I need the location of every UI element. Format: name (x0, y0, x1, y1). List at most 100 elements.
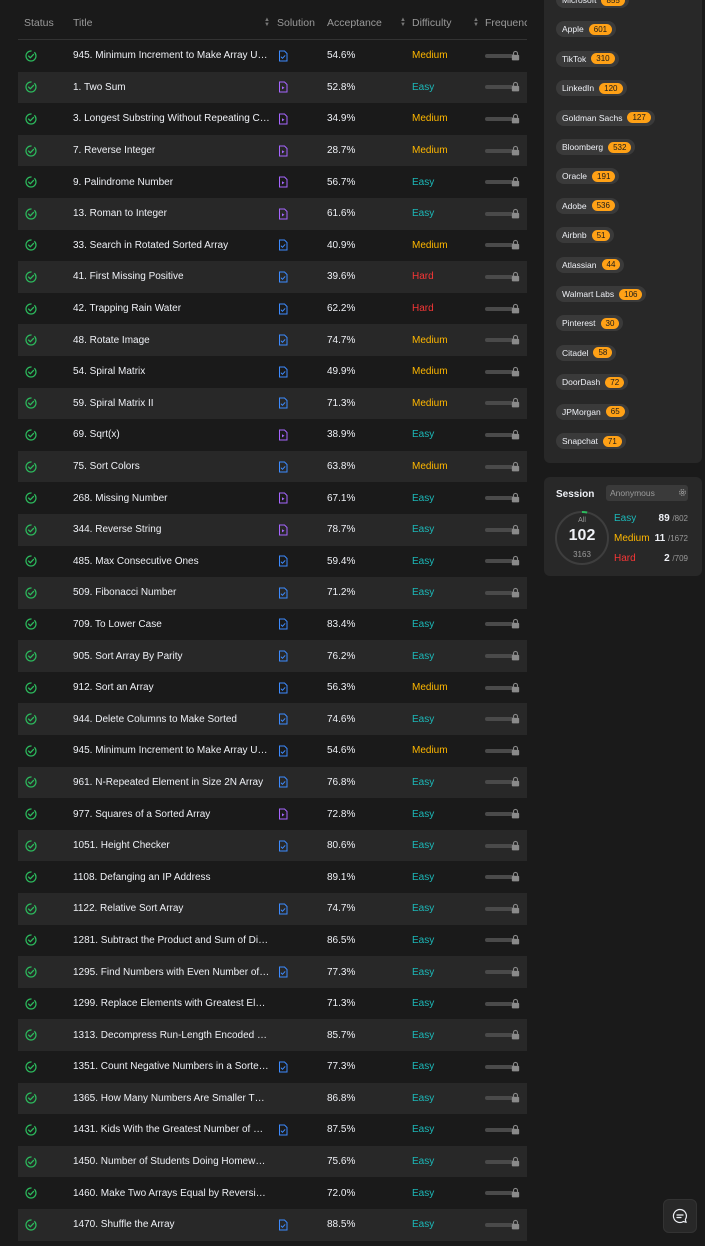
table-row[interactable]: 1313. Decompress Run-Length Encoded List… (18, 1019, 527, 1051)
table-row[interactable]: 1295. Find Numbers with Even Number of D… (18, 956, 527, 988)
problem-title-link[interactable]: 42. Trapping Rain Water (73, 303, 182, 315)
solution-doc-icon[interactable] (277, 618, 289, 630)
table-row[interactable]: 1470. Shuffle the Array 88.5% Easy (18, 1208, 527, 1241)
solution-doc-icon[interactable] (277, 1219, 289, 1231)
company-tag[interactable]: Adobe 536 (556, 197, 619, 214)
table-row[interactable]: 1281. Subtract the Product and Sum of Di… (18, 925, 527, 957)
problem-title-link[interactable]: 54. Spiral Matrix (73, 366, 146, 378)
company-tag[interactable]: Oracle 191 (556, 168, 620, 185)
problem-title-link[interactable]: 1295. Find Numbers with Even Number of D… (73, 966, 276, 978)
solution-video-icon[interactable] (277, 429, 289, 441)
problem-title-link[interactable]: 344. Reverse String (73, 524, 162, 536)
solution-doc-icon[interactable] (277, 461, 289, 473)
solution-doc-icon[interactable] (277, 650, 289, 662)
sort-icon[interactable]: ▲ ▼ (400, 16, 406, 28)
problem-title-link[interactable]: 1122. Relative Sort Array (73, 903, 184, 915)
company-tag[interactable]: DoorDash 72 (556, 374, 629, 391)
company-tag[interactable]: Bloomberg 532 (556, 139, 636, 155)
problem-title-link[interactable]: 1351. Count Negative Numbers in a Sorted… (73, 1061, 276, 1073)
table-row[interactable]: 944. Delete Columns to Make Sorted 74.6% E… (18, 703, 527, 736)
solution-doc-icon[interactable] (277, 50, 289, 62)
problem-title-link[interactable]: 59. Spiral Matrix II (73, 397, 154, 409)
session-select[interactable]: Anonymous (606, 485, 688, 501)
company-tag[interactable]: TikTok 310 (556, 50, 619, 67)
problem-title-link[interactable]: 977. Squares of a Sorted Array (73, 808, 211, 820)
problem-title-link[interactable]: 7. Reverse Integer (73, 145, 156, 157)
table-row[interactable]: 42. Trapping Rain Water 62.2% Hard (18, 293, 527, 325)
solution-doc-icon[interactable] (277, 1061, 289, 1073)
table-row[interactable]: 1. Two Sum 52.8% Easy (18, 71, 527, 104)
problem-title-link[interactable]: 1431. Kids With the Greatest Number of C… (73, 1124, 276, 1136)
problem-title-link[interactable]: 1365. How Many Numbers Are Smaller Than … (73, 1092, 276, 1104)
solution-doc-icon[interactable] (277, 966, 289, 978)
solution-doc-icon[interactable] (277, 303, 289, 315)
company-tag[interactable]: Citadel 58 (556, 344, 617, 361)
problem-title-link[interactable]: 1460. Make Two Arrays Equal by Reversing… (73, 1187, 276, 1199)
problem-title-link[interactable]: 75. Sort Colors (73, 461, 140, 473)
table-row[interactable]: 1108. Defanging an IP Address 89.1% Easy (18, 861, 527, 893)
sort-icon[interactable]: ▲ ▼ (473, 16, 479, 28)
problem-title-link[interactable]: 944. Delete Columns to Make Sorted (73, 713, 237, 725)
table-row[interactable]: 961. N-Repeated Element in Size 2N Array… (18, 766, 527, 799)
solution-video-icon[interactable] (277, 145, 289, 157)
company-tag[interactable]: Atlassian 44 (556, 256, 625, 273)
company-tag[interactable]: JPMorgan 65 (556, 403, 629, 420)
company-tag[interactable]: Pinterest 30 (556, 315, 624, 332)
problem-title-link[interactable]: 1. Two Sum (73, 81, 126, 93)
problem-title-link[interactable]: 1299. Replace Elements with Greatest Ele… (73, 998, 276, 1010)
company-tag[interactable]: LinkedIn 120 (556, 80, 627, 97)
solution-doc-icon[interactable] (277, 840, 289, 852)
solution-doc-icon[interactable] (277, 713, 289, 725)
company-tag[interactable]: Snapchat 71 (556, 433, 626, 449)
table-row[interactable]: 509. Fibonacci Number 71.2% Easy (18, 577, 527, 609)
table-row[interactable]: 1122. Relative Sort Array 74.7% Easy (18, 893, 527, 925)
table-row[interactable]: 33. Search in Rotated Sorted Array 40.9% M… (18, 230, 527, 262)
table-row[interactable]: 1051. Height Checker 80.6% Easy (18, 829, 527, 862)
company-tag[interactable]: Airbnb 51 (556, 227, 615, 244)
problem-title-link[interactable]: 3. Longest Substring Without Repeating C… (73, 113, 276, 125)
table-row[interactable]: 977. Squares of a Sorted Array 72.8% Easy (18, 798, 527, 830)
table-row[interactable]: 48. Rotate Image 74.7% Medium (18, 324, 527, 356)
problem-title-link[interactable]: 905. Sort Array By Parity (73, 650, 183, 662)
table-row[interactable]: 1460. Make Two Arrays Equal by Reversing… (18, 1177, 527, 1209)
problem-title-link[interactable]: 709. To Lower Case (73, 618, 162, 630)
solution-doc-icon[interactable] (277, 903, 289, 915)
header-difficulty[interactable]: Difficulty ▲ ▼ (412, 17, 485, 29)
table-row[interactable]: 1431. Kids With the Greatest Number of C… (18, 1114, 527, 1146)
problem-title-link[interactable]: 48. Rotate Image (73, 334, 150, 346)
solution-doc-icon[interactable] (277, 397, 289, 409)
problem-title-link[interactable]: 1470. Shuffle the Array (73, 1219, 175, 1231)
gear-icon[interactable] (678, 488, 687, 497)
table-row[interactable]: 59. Spiral Matrix II 71.3% Medium (18, 387, 527, 420)
solution-video-icon[interactable] (277, 524, 289, 536)
sort-icon[interactable]: ▲ ▼ (264, 16, 270, 28)
problem-title-link[interactable]: 13. Roman to Integer (73, 208, 167, 220)
solution-video-icon[interactable] (277, 113, 289, 125)
solution-doc-icon[interactable] (277, 555, 289, 567)
solution-doc-icon[interactable] (277, 271, 289, 283)
problem-title-link[interactable]: 1051. Height Checker (73, 840, 170, 852)
problem-title-link[interactable]: 33. Search in Rotated Sorted Array (73, 239, 229, 251)
table-row[interactable]: 945. Minimum Increment to Make Array Uni… (18, 40, 527, 72)
table-row[interactable]: 912. Sort an Array 56.3% Medium (18, 672, 527, 704)
table-row[interactable]: 3. Longest Substring Without Repeating C… (18, 103, 527, 135)
table-row[interactable]: 9. Palindrome Number 56.7% Easy (18, 166, 527, 198)
table-row[interactable]: 268. Missing Number 67.1% Easy (18, 482, 527, 514)
header-title[interactable]: Title ▲ ▼ (73, 17, 276, 29)
problem-title-link[interactable]: 69. Sqrt(x) (73, 429, 120, 441)
table-row[interactable]: 7. Reverse Integer 28.7% Medium (18, 134, 527, 167)
problem-title-link[interactable]: 945. Minimum Increment to Make Array Uni… (73, 50, 276, 62)
table-row[interactable]: 54. Spiral Matrix 49.9% Medium (18, 356, 527, 388)
problem-title-link[interactable]: 9. Palindrome Number (73, 176, 174, 188)
table-row[interactable]: 1299. Replace Elements with Greatest Ele… (18, 988, 527, 1020)
problem-title-link[interactable]: 509. Fibonacci Number (73, 587, 177, 599)
header-acceptance[interactable]: Acceptance ▲ ▼ (327, 17, 412, 29)
company-tag[interactable]: Walmart Labs 106 (556, 286, 647, 302)
table-row[interactable]: 1450. Number of Students Doing Homework … (18, 1145, 527, 1178)
table-row[interactable]: 13. Roman to Integer 61.6% Easy (18, 197, 527, 230)
table-row[interactable]: 905. Sort Array By Parity 76.2% Easy (18, 640, 527, 672)
table-row[interactable]: 485. Max Consecutive Ones 59.4% Easy (18, 546, 527, 578)
company-tag[interactable]: Apple 601 (556, 21, 617, 38)
feedback-button[interactable] (663, 1199, 697, 1233)
solution-doc-icon[interactable] (277, 1124, 289, 1136)
